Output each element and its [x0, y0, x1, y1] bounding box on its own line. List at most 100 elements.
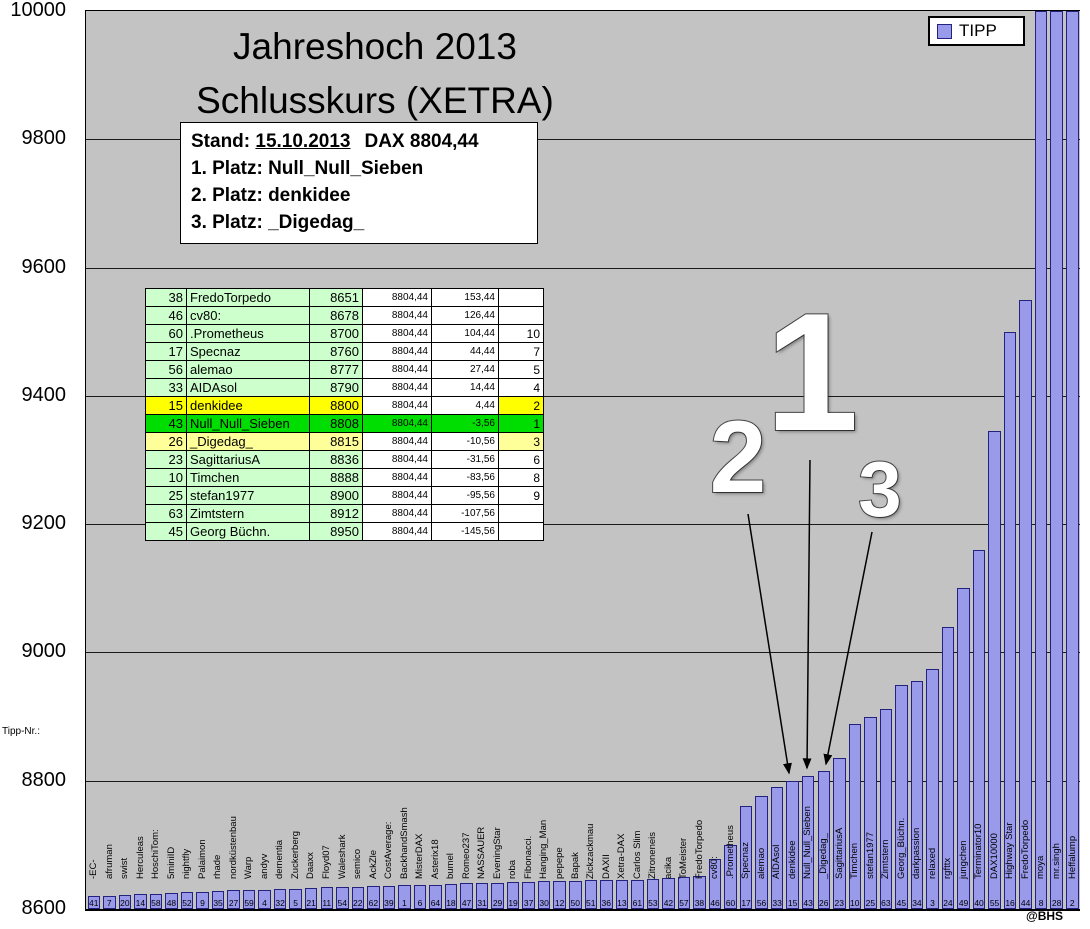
table-row: 45 Georg Büchn. 8950 8804,44 -145,56 — [145, 522, 544, 541]
annotation-rank-2: 2 — [709, 400, 768, 514]
bar-name-label: Romeo237 — [460, 832, 472, 879]
bar-name-label: 5miniID — [165, 846, 177, 879]
tipp-bar — [382, 885, 396, 909]
bar-tipp-nr: 26 — [819, 898, 829, 908]
annotation-rank-1: 1 — [764, 278, 859, 466]
cell-name: Specnaz — [186, 342, 310, 361]
bar-name-label: Daaxx — [305, 852, 317, 879]
tipp-bar — [149, 893, 163, 909]
bar-tipp-nr: 25 — [865, 898, 876, 908]
bar-tipp-nr: 44 — [1020, 898, 1031, 908]
cell-rank — [498, 504, 544, 523]
cell-nr: 15 — [145, 396, 187, 415]
bar-name-label: relaxed — [926, 847, 938, 879]
table-row: 33 AIDAsol 8790 8804,44 14,44 4 — [145, 378, 544, 397]
tipp-bar — [879, 708, 893, 909]
bar-tipp-nr: 58 — [151, 898, 161, 908]
chart-title-line2: Schlusskurs (XETRA) — [196, 80, 554, 121]
tipp-bar — [600, 880, 613, 909]
tipp-bar — [351, 886, 364, 909]
bar-tipp-nr: 8 — [1038, 898, 1044, 908]
tipp-bar — [537, 881, 551, 909]
bar-name-label: FredoTorpedo — [693, 819, 705, 879]
tipp-bar — [165, 893, 178, 909]
bar-tipp-nr: 19 — [508, 898, 518, 908]
tipp-bar — [180, 892, 194, 909]
bar-name-label: SagittariusA — [833, 827, 845, 879]
tipp-bar — [569, 880, 582, 909]
tipp-bar — [1034, 11, 1048, 909]
cell-rank: 1 — [498, 414, 544, 433]
cell-tipp: 8651 — [309, 288, 363, 307]
cell-name: _Digedag_ — [186, 432, 310, 451]
bar-tipp-nr: 29 — [492, 898, 503, 908]
gridline — [86, 395, 1080, 397]
bar-tipp-nr: 63 — [881, 898, 891, 908]
legend-label: TIPP — [959, 21, 997, 40]
bar-tipp-nr: 17 — [741, 898, 751, 908]
tipp-bar — [444, 884, 458, 909]
tipp-bar — [304, 887, 318, 909]
cell-rank: 10 — [498, 324, 544, 343]
table-row: 38 FredoTorpedo 8651 8804,44 153,44 — [145, 288, 544, 307]
tipp-bar — [770, 787, 784, 909]
tipp-bar — [708, 859, 722, 909]
cell-nr: 17 — [145, 342, 187, 361]
bar-name-label: afruman — [103, 844, 115, 879]
bar-tipp-nr: 64 — [430, 898, 441, 908]
bar-name-label: Xetra-DAX — [616, 833, 628, 879]
tipp-bar — [413, 884, 427, 909]
tipp-bar — [926, 668, 939, 909]
table-row: 23 SagittariusA 8836 8804,44 -31,56 6 — [145, 450, 544, 469]
bar-name-label: Asterix18 — [429, 839, 441, 879]
bar-name-label: Georg_Büchn. — [895, 817, 907, 879]
cell-tipp: 8900 — [309, 486, 363, 505]
y-axis-tick-label: 9000 — [21, 640, 67, 663]
bar-tipp-nr: 53 — [648, 898, 658, 908]
y-axis-tick-label: 8600 — [21, 897, 67, 919]
bar-name-label: cv80: — [709, 856, 721, 879]
tipp-bar — [957, 588, 970, 909]
cell-tipp: 8888 — [309, 468, 363, 487]
stand-label: Stand: — [191, 131, 251, 152]
bar-name-label: pepepe — [553, 847, 565, 879]
bar-name-label: Heffalump — [1066, 835, 1078, 879]
table-row: 43 Null_Null_Sieben 8808 8804,44 -3,56 1 — [145, 414, 544, 433]
bar-tipp-nr: 52 — [182, 898, 192, 908]
tipp-bar — [475, 883, 489, 909]
tipp-bar — [242, 889, 256, 909]
bar-tipp-nr: 51 — [586, 898, 596, 908]
tipp-bar — [367, 885, 380, 909]
cell-dax: 8804,44 — [362, 378, 432, 397]
bar-name-label: semico — [352, 848, 363, 879]
tipp-bar — [1066, 11, 1079, 909]
tipp-bar — [522, 882, 535, 909]
cell-nr: 46 — [145, 306, 187, 325]
gridline — [86, 139, 1080, 141]
tipp-bar — [646, 878, 660, 909]
bar-name-label: andyv — [258, 853, 270, 879]
cell-rank — [498, 522, 544, 541]
tipp-bar — [196, 891, 209, 909]
tipp-bar — [227, 890, 240, 909]
tipp-bar — [398, 885, 411, 909]
bar-name-label: jungchen — [957, 840, 969, 879]
bar-tipp-nr: 7 — [106, 898, 112, 908]
cell-dax: 8804,44 — [362, 414, 432, 433]
y-axis-tick-label: 9200 — [21, 512, 67, 535]
cell-diff: 104,44 — [431, 324, 499, 343]
tipp-bar — [87, 896, 100, 909]
cell-diff: 44,44 — [431, 342, 499, 361]
tipp-bar — [320, 887, 333, 909]
bar-name-label: MisterDAX — [414, 833, 426, 879]
cell-dax: 8804,44 — [362, 306, 432, 325]
y-axis-tick-label: 10000 — [10, 0, 66, 21]
status-line-stand: Stand: 15.10.2013 DAX 8804,44 — [191, 128, 527, 155]
bar-name-label: stefan1977 — [864, 831, 876, 879]
tipp-bar — [460, 883, 473, 909]
bar-name-label: Timchen — [849, 842, 860, 879]
cell-diff: -3,56 — [431, 414, 499, 433]
table-row: 15 denkidee 8800 8804,44 4,44 2 — [145, 396, 544, 415]
cell-dax: 8804,44 — [362, 432, 432, 451]
